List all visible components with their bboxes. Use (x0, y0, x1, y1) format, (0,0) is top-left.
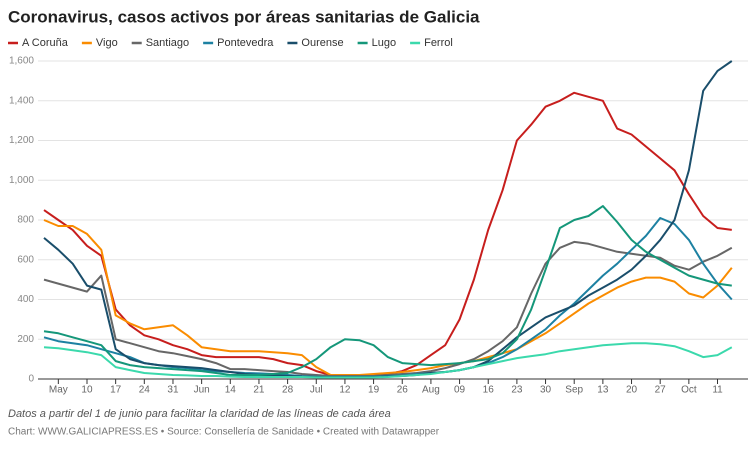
x-tick-label: 14 (225, 385, 237, 396)
legend-label: Ferrol (424, 37, 453, 49)
chart-source: Chart: WWW.GALICIAPRESS.ES • Source: Con… (8, 427, 440, 438)
x-tick-label: 31 (167, 385, 179, 396)
x-tick-label: Sep (565, 385, 583, 396)
legend-label: Lugo (372, 37, 396, 49)
series-line (43, 91, 732, 376)
x-tick-label: 27 (655, 385, 667, 396)
legend-label: Pontevedra (217, 37, 274, 49)
chart-note: Datos a partir del 1 de junio para facil… (8, 408, 391, 420)
chart-title: Coronavirus, casos activos por áreas san… (8, 7, 480, 26)
x-tick-label: 12 (339, 385, 351, 396)
y-tick-label: 1,400 (9, 95, 34, 106)
x-tick-label: Jul (310, 385, 323, 396)
series-line (43, 219, 733, 376)
x-tick-label: Aug (422, 385, 440, 396)
y-tick-label: 200 (17, 334, 34, 345)
x-tick-label: Oct (681, 385, 697, 396)
x-tick-label: 17 (110, 385, 122, 396)
y-tick-label: 400 (17, 294, 34, 305)
x-tick-label: 30 (540, 385, 552, 396)
x-tick-label: 26 (397, 385, 409, 396)
x-tick-label: 19 (368, 385, 380, 396)
x-tick-label: 21 (253, 385, 265, 396)
legend-label: Vigo (96, 37, 118, 49)
x-tick-label: 23 (511, 385, 523, 396)
x-tick-label: 16 (483, 385, 495, 396)
legend-label: Ourense (301, 37, 343, 49)
x-tick-label: 09 (454, 385, 466, 396)
x-tick-label: 13 (597, 385, 609, 396)
y-tick-label: 0 (28, 374, 34, 385)
x-tick-label: 24 (139, 385, 151, 396)
legend-label: A Coruña (22, 37, 69, 49)
series-line (43, 217, 733, 378)
y-tick-label: 1,000 (9, 175, 34, 186)
x-tick-label: 11 (712, 385, 723, 396)
x-tick-label: 20 (626, 385, 638, 396)
x-tick-label: 10 (81, 385, 93, 396)
x-tick-label: May (49, 385, 68, 396)
x-tick-label: 28 (282, 385, 294, 396)
legend-label: Santiago (146, 37, 189, 49)
y-tick-label: 800 (17, 215, 34, 226)
y-tick-label: 1,600 (9, 56, 34, 67)
series-line (43, 342, 733, 379)
y-tick-label: 600 (17, 254, 34, 265)
y-tick-label: 1,200 (9, 135, 34, 146)
series-line (43, 205, 732, 376)
x-tick-label: Jun (194, 385, 210, 396)
